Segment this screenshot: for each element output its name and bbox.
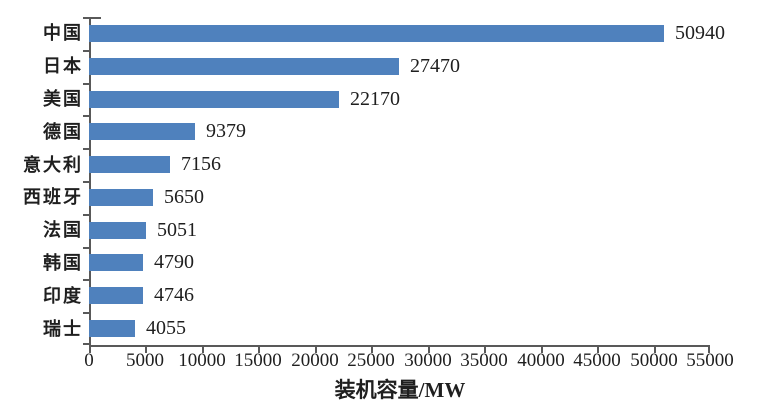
bar-value-label: 5650 [164, 186, 204, 208]
y-axis-tick [83, 247, 89, 249]
y-axis-tick [83, 17, 89, 19]
category-label: 德国 [43, 122, 83, 142]
x-axis-tick-label: 15000 [234, 350, 282, 371]
y-axis-tick [83, 181, 89, 183]
x-axis-tick [89, 347, 91, 353]
x-axis-tick [597, 347, 599, 353]
x-axis-tick-label: 5000 [126, 350, 164, 371]
bar [89, 254, 143, 271]
x-axis-tick [541, 347, 543, 353]
category-label: 瑞士 [43, 319, 83, 339]
bar-value-label: 50940 [675, 22, 725, 44]
x-axis-tick-label: 0 [84, 350, 94, 371]
y-axis-tick [83, 279, 89, 281]
bar-value-label: 4790 [154, 251, 194, 273]
bar-value-label: 5051 [157, 219, 197, 241]
x-axis-line [89, 345, 710, 347]
y-axis-top-cap [89, 17, 101, 19]
x-axis-tick [145, 347, 147, 353]
x-axis-tick [654, 347, 656, 353]
y-axis-line [89, 17, 91, 345]
x-axis-tick-label: 40000 [517, 350, 565, 371]
bar-value-label: 4746 [154, 284, 194, 306]
category-label: 西班牙 [23, 187, 83, 207]
x-axis-tick [428, 347, 430, 353]
x-axis-tick [371, 347, 373, 353]
x-axis-tick-label: 45000 [573, 350, 621, 371]
category-label: 印度 [43, 286, 83, 306]
bar [89, 287, 143, 304]
y-axis-tick [83, 148, 89, 150]
category-label: 日本 [43, 56, 83, 76]
bar [89, 222, 146, 239]
category-label: 韩国 [43, 253, 83, 273]
x-axis-tick-label: 30000 [404, 350, 452, 371]
x-axis-title: 装机容量/MW [334, 378, 466, 402]
x-axis-tick-label: 20000 [291, 350, 339, 371]
x-axis-tick-label: 25000 [347, 350, 395, 371]
category-label: 意大利 [23, 155, 83, 175]
category-label: 美国 [43, 89, 83, 109]
bar [89, 123, 195, 140]
category-label: 中国 [43, 23, 83, 43]
x-axis-tick [202, 347, 204, 353]
x-axis-tick [315, 347, 317, 353]
y-axis-tick [83, 343, 89, 345]
bar [89, 58, 399, 75]
bar-value-label: 22170 [350, 88, 400, 110]
y-axis-tick [83, 50, 89, 52]
y-axis-tick [83, 214, 89, 216]
bar-value-label: 7156 [181, 153, 221, 175]
bar [89, 189, 153, 206]
x-axis-tick-label: 35000 [460, 350, 508, 371]
plot-area: 50940 27470 22170 9379 7156 5650 5051 4790 4746 4… [83, 17, 725, 353]
category-label: 法国 [43, 220, 83, 240]
y-axis-tick [83, 115, 89, 117]
y-axis-tick [83, 312, 89, 314]
bar [89, 156, 170, 173]
x-axis-tick [708, 347, 710, 353]
x-axis-tick [484, 347, 486, 353]
x-axis-tick-label: 10000 [178, 350, 226, 371]
bar-value-label: 9379 [206, 120, 246, 142]
bar-value-label: 4055 [146, 317, 186, 339]
y-axis-tick [83, 83, 89, 85]
x-axis-tick-label: 55000 [686, 350, 734, 371]
bar [89, 91, 339, 108]
bar [89, 320, 135, 337]
bar [89, 25, 664, 42]
x-axis-tick-label: 50000 [630, 350, 678, 371]
x-axis-tick [258, 347, 260, 353]
bar-value-label: 27470 [410, 55, 460, 77]
